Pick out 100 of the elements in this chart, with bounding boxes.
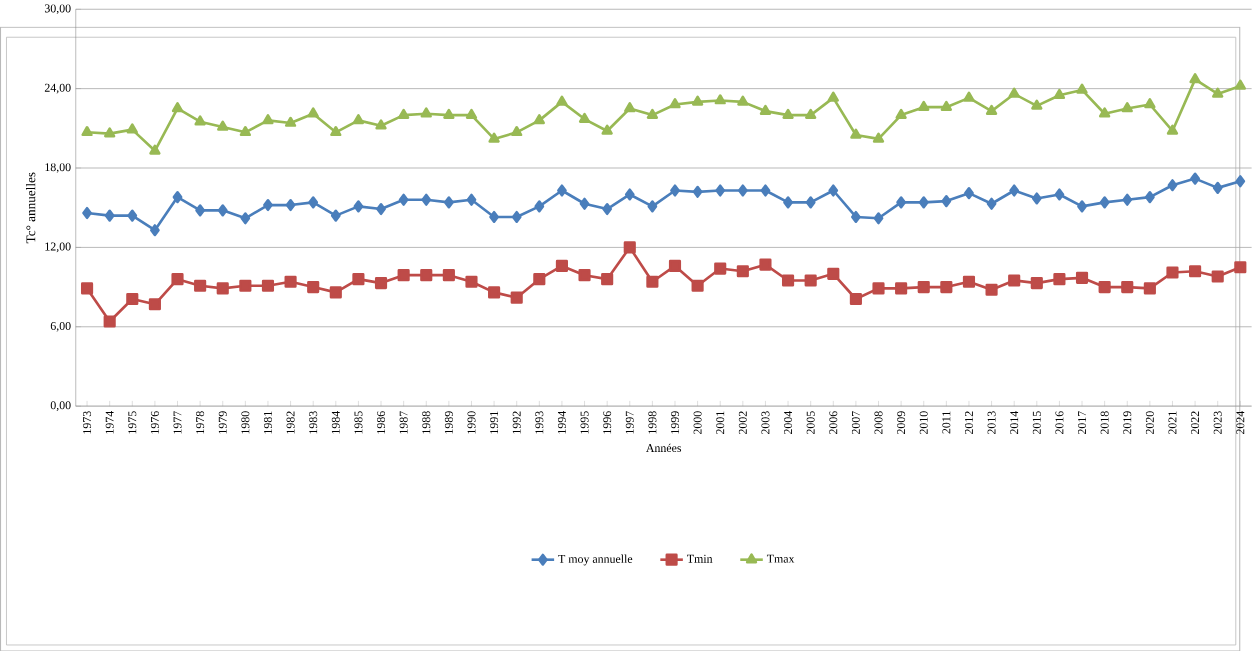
x-tick-label: 1990: [467, 411, 476, 434]
point: [1031, 99, 1043, 110]
point: [172, 190, 183, 203]
point: [240, 212, 251, 225]
point: [1098, 107, 1111, 118]
x-tick-label: 2024: [1236, 410, 1245, 434]
point: [783, 196, 793, 209]
point: [601, 272, 614, 285]
point: [397, 108, 410, 119]
point: [781, 274, 795, 287]
x-tick-label: 1979: [218, 411, 227, 434]
x-tick-label: 1996: [603, 410, 612, 434]
point: [353, 200, 364, 213]
point: [692, 185, 703, 198]
point: [1166, 124, 1179, 135]
point: [1211, 270, 1224, 283]
x-tick-label: 2020: [1145, 411, 1154, 434]
point: [578, 268, 591, 282]
y-tick-label: 6,00: [50, 321, 71, 332]
x-tick-label: 2022: [1191, 411, 1200, 434]
y-tick-label: 24,00: [44, 83, 71, 94]
x-tick-label: 1991: [490, 411, 499, 434]
point: [171, 101, 184, 113]
point: [1189, 72, 1201, 83]
x-tick-label: 1976: [150, 410, 159, 434]
point: [557, 184, 567, 197]
point: [737, 95, 749, 106]
x-tick-label: 1985: [354, 411, 363, 434]
point: [217, 120, 229, 131]
point: [782, 108, 794, 119]
point: [624, 101, 636, 113]
point: [239, 125, 252, 136]
point: [465, 275, 478, 288]
point: [1077, 200, 1087, 213]
y-tick-label: 18,00: [45, 162, 71, 173]
point: [896, 196, 907, 209]
x-tick-label: 1989: [444, 411, 453, 434]
point: [760, 184, 771, 197]
point: [352, 272, 365, 285]
point: [80, 282, 94, 295]
x-tick-label: 2019: [1123, 411, 1132, 434]
point: [1121, 280, 1134, 293]
x-tick-label: 1977: [173, 410, 182, 434]
point: [963, 91, 975, 102]
point: [872, 282, 885, 295]
point: [850, 128, 862, 139]
point: [127, 209, 138, 222]
point: [511, 210, 522, 223]
point: [533, 113, 545, 124]
point: [1008, 274, 1021, 287]
point: [918, 196, 929, 209]
point: [511, 125, 523, 136]
legend-label: Tmax: [766, 554, 795, 563]
point: [104, 127, 116, 138]
point: [443, 196, 454, 209]
point: [126, 123, 138, 134]
x-tick-label: 2006: [829, 410, 838, 434]
point: [81, 125, 93, 136]
x-tick-label: 2004: [784, 410, 793, 434]
point: [737, 184, 748, 197]
point: [489, 210, 499, 223]
point: [962, 275, 976, 288]
point: [759, 104, 772, 115]
point: [805, 108, 817, 119]
point: [308, 196, 319, 209]
point: [1009, 184, 1020, 197]
point: [1121, 101, 1133, 113]
point: [691, 279, 704, 292]
point: [82, 206, 92, 219]
point: [352, 113, 365, 124]
point: [1144, 190, 1155, 203]
point: [375, 119, 387, 130]
x-tick-label: 2002: [738, 411, 747, 434]
point: [1030, 276, 1043, 289]
point: [488, 286, 501, 299]
point: [194, 279, 207, 292]
point: [601, 124, 613, 135]
x-tick-label: 1978: [196, 411, 205, 434]
point: [442, 268, 455, 282]
point: [1212, 87, 1224, 98]
point: [964, 186, 974, 199]
point: [263, 198, 273, 211]
x-tick-label: 2000: [693, 411, 702, 434]
point: [827, 91, 839, 102]
point: [917, 280, 930, 293]
point: [1143, 282, 1156, 295]
point: [1075, 271, 1089, 284]
point: [918, 100, 930, 111]
point: [488, 132, 500, 143]
point: [239, 279, 252, 292]
x-tick-label: 1981: [263, 411, 272, 434]
point: [534, 200, 545, 213]
point: [805, 196, 816, 209]
point: [104, 209, 115, 222]
point: [284, 116, 297, 127]
point: [330, 125, 342, 136]
x-tick-label: 2013: [987, 411, 996, 434]
x-tick-label: 1975: [128, 411, 137, 434]
point: [510, 291, 523, 304]
x-tick-label: 2009: [897, 411, 906, 434]
